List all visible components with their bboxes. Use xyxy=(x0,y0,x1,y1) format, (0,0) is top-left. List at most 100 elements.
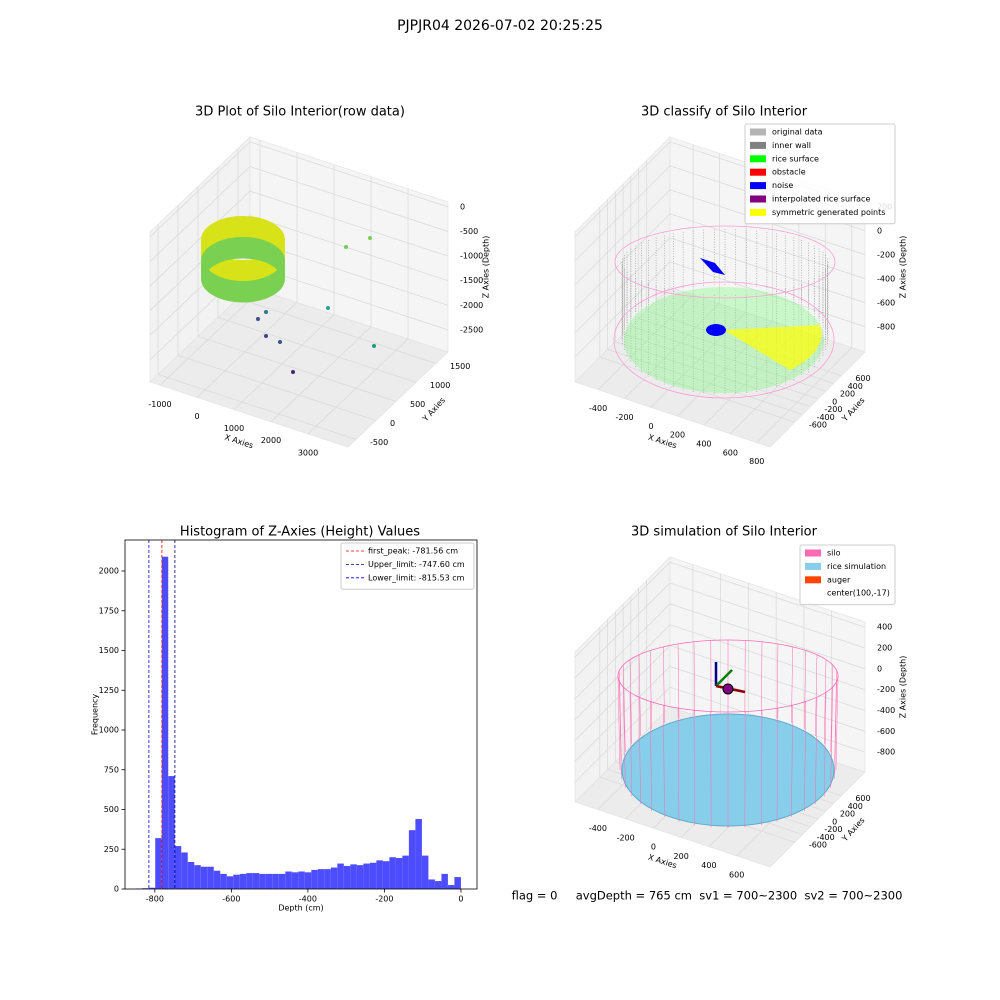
legend-label: Lower_limit: -815.53 cm xyxy=(368,573,465,582)
plot-frame xyxy=(124,539,478,890)
legend-swatch xyxy=(805,576,821,584)
bar xyxy=(213,870,221,889)
bar xyxy=(200,866,208,889)
y-tick-label: 1000 xyxy=(430,381,450,390)
z-tick-label: 0 xyxy=(460,202,465,211)
grid-line xyxy=(669,213,866,280)
x-tick-label: 0 xyxy=(458,895,463,904)
y-tick-label: 0 xyxy=(114,885,119,894)
x-tick-label: -400 xyxy=(589,824,607,833)
grid-line xyxy=(149,166,251,262)
grid-line xyxy=(669,261,866,328)
point xyxy=(291,370,295,374)
silo-top xyxy=(614,225,836,299)
grid-line xyxy=(574,165,671,262)
y-tick-label: 500 xyxy=(104,805,119,814)
z-tick-label: 0 xyxy=(877,664,882,673)
grid-line xyxy=(756,347,853,443)
point xyxy=(368,236,372,240)
bar xyxy=(421,855,429,889)
point xyxy=(278,340,282,344)
legend-label: original data xyxy=(772,128,823,137)
bar xyxy=(252,873,260,889)
grid-line xyxy=(630,325,826,392)
grid-line xyxy=(237,298,437,364)
silo-line xyxy=(830,687,833,788)
silo-line xyxy=(623,687,626,788)
x-tick-label: -400 xyxy=(589,404,607,413)
grid-line xyxy=(177,355,377,421)
grid-line xyxy=(607,349,803,415)
y-tick-label: 500 xyxy=(410,400,425,409)
x-tick-label: 3000 xyxy=(298,448,318,457)
y-tick-label: -200 xyxy=(824,405,842,414)
bar xyxy=(246,873,253,889)
y-tick-label: 250 xyxy=(104,845,119,854)
z-axis-label: Z Axies (Depth) xyxy=(899,656,908,719)
bar xyxy=(155,838,162,889)
bar xyxy=(207,866,214,889)
x-tick-label: 400 xyxy=(701,861,716,870)
z-tick-label: 400 xyxy=(877,623,892,632)
silo-line xyxy=(649,701,652,812)
y-tick-label: 2000 xyxy=(99,567,119,576)
x-tick-label: -600 xyxy=(222,895,240,904)
x-tick-label: -1000 xyxy=(148,400,171,409)
bar xyxy=(148,887,156,889)
grid-line xyxy=(574,624,671,720)
rice-surface xyxy=(624,287,824,393)
bar xyxy=(447,885,455,889)
silo-line xyxy=(835,675,839,771)
silo-line xyxy=(677,643,680,719)
grid-line xyxy=(149,190,251,287)
y-tick-label: 200 xyxy=(840,390,855,399)
bar xyxy=(350,864,357,889)
bar xyxy=(161,556,169,889)
legend-label: rice simulation xyxy=(827,562,886,571)
bar xyxy=(324,869,331,889)
bar xyxy=(174,846,182,889)
bar xyxy=(395,857,403,889)
grid-line xyxy=(669,603,866,670)
silo-line xyxy=(638,697,641,805)
legend-label: inner wall xyxy=(772,141,811,150)
z-axis-label: Z Axies (Depth) xyxy=(899,236,908,299)
z-tick-label: -600 xyxy=(877,727,895,736)
y-tick-label: -600 xyxy=(809,841,827,850)
y-tick-label: -600 xyxy=(809,421,827,430)
y-axis-label: Frequency xyxy=(91,694,100,736)
x-tick-label: 600 xyxy=(723,448,738,457)
x-tick-label: 200 xyxy=(674,852,689,861)
grid-line xyxy=(217,317,417,383)
chart-title: 3D classify of Silo Interior xyxy=(641,105,808,120)
bar xyxy=(187,861,195,889)
silo-line xyxy=(776,643,779,719)
noise-cluster xyxy=(700,258,725,275)
legend-label: Upper_limit: -747.60 cm xyxy=(368,560,465,569)
silo-line xyxy=(823,692,827,797)
chart-title: Histogram of Z-Axies (Height) Values xyxy=(180,525,420,540)
legend-swatch xyxy=(750,128,766,136)
symmetric-area xyxy=(724,325,822,370)
x-tick-label: 0 xyxy=(194,412,199,421)
bar xyxy=(343,865,351,889)
y-tick-label: -400 xyxy=(817,833,835,842)
grid-line xyxy=(650,312,747,408)
legend-swatch xyxy=(805,549,821,557)
bar xyxy=(304,872,312,889)
bar xyxy=(434,881,442,889)
legend-label: center(100,-17) xyxy=(827,589,890,598)
x-tick-label: -200 xyxy=(615,413,633,422)
bar xyxy=(278,873,286,889)
bar xyxy=(226,876,234,889)
silo-line xyxy=(834,681,837,780)
bar xyxy=(220,873,227,889)
x-tick-label: 600 xyxy=(729,870,744,879)
y-tick-label: 400 xyxy=(848,802,863,811)
grid-line xyxy=(249,166,449,232)
bar xyxy=(330,867,338,889)
y-tick-label: 1000 xyxy=(99,726,119,735)
legend-label: first_peak: -781.56 cm xyxy=(368,547,458,556)
z-tick-label: -1000 xyxy=(460,252,483,261)
bar xyxy=(272,873,279,889)
